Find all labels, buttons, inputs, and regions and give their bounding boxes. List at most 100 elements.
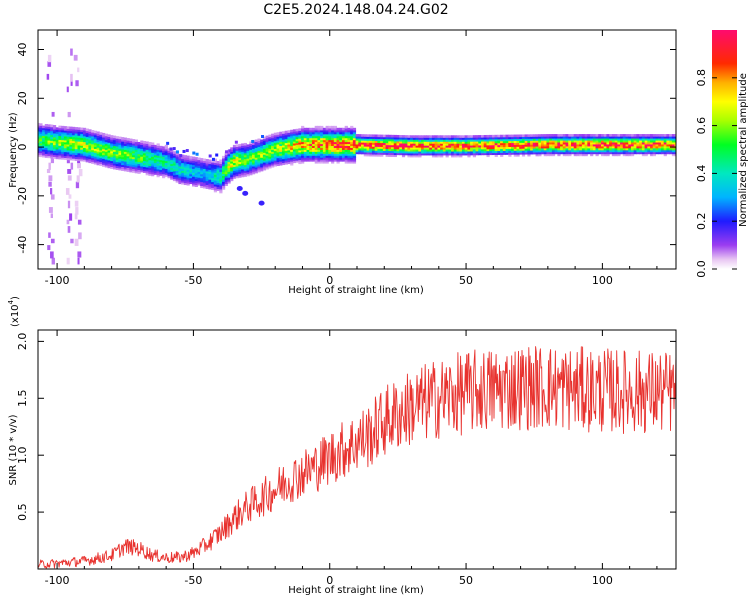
- spectrum-cell: [352, 149, 357, 152]
- spectrum-cell: [652, 141, 656, 145]
- spectrum-cell: [181, 164, 185, 167]
- spectrum-cell: [541, 141, 545, 145]
- spectrum-cell: [137, 145, 141, 149]
- spectrum-cell: [301, 127, 305, 131]
- spectrum-cell: [369, 151, 373, 155]
- spectrum-cell: [448, 148, 452, 152]
- spectrum-cell: [112, 160, 117, 164]
- spectrum-cell: [69, 134, 73, 137]
- spectrum-cell: [183, 168, 188, 172]
- spectrum-cell: [295, 146, 299, 149]
- spectrum-cell: [611, 149, 616, 153]
- spectrum-cell: [639, 143, 643, 147]
- spectrum-cell: [66, 145, 70, 149]
- spectrum-cell: [617, 149, 621, 153]
- spectrum-cell: [331, 125, 335, 129]
- spectrum-cell: [39, 123, 43, 126]
- spectrum-cell: [301, 160, 305, 164]
- spectrum-cell: [620, 139, 624, 143]
- spectrum-cell: [213, 164, 218, 167]
- spectrum-cell: [88, 152, 92, 156]
- spectrum-cell: [306, 141, 310, 145]
- spectrum-cell: [385, 144, 389, 148]
- spectrum-cell: [249, 164, 253, 168]
- spectrum-cell: [211, 171, 215, 175]
- spectrum-cell: [543, 138, 547, 141]
- spectrum-cell: [197, 179, 201, 182]
- spectrum-cell: [181, 156, 185, 160]
- spectrum-cell: [156, 164, 160, 168]
- spectrum-cell: [581, 149, 586, 153]
- spectrum-speckle: [77, 162, 81, 169]
- spectrum-cell: [309, 153, 313, 156]
- spectrum-cell: [622, 145, 626, 149]
- spectrum-cell: [63, 133, 68, 137]
- spectrum-cell: [112, 139, 117, 143]
- spectrum-cell: [614, 137, 618, 141]
- spectrum-cell: [44, 153, 48, 156]
- spectrum-cell: [377, 150, 381, 153]
- spectrum-cell: [164, 152, 168, 156]
- spectrum-cell: [77, 154, 81, 158]
- spectrum-cell: [377, 144, 381, 147]
- spectrum-cell: [325, 149, 329, 152]
- spectrum-cell: [355, 145, 359, 149]
- spectrum-cell: [145, 162, 149, 166]
- spectrum-cell: [311, 145, 316, 148]
- spectrum-cell: [636, 145, 640, 149]
- spectrum-cell: [202, 178, 207, 181]
- spectrum-cell: [516, 144, 520, 147]
- spectrum-cell: [516, 150, 520, 153]
- spectrum-cell: [287, 141, 291, 145]
- spectrum-cell: [232, 150, 237, 154]
- spectrum-cell: [472, 150, 477, 154]
- spectrum-cell: [156, 149, 160, 152]
- spectrum-cell: [58, 139, 62, 142]
- spectrum-cell: [82, 143, 87, 147]
- spectrum-cell: [341, 153, 346, 156]
- spectrum-cell: [213, 172, 218, 175]
- spectrum-cell: [164, 158, 168, 162]
- spectrum-cell: [576, 137, 580, 141]
- spectrum-cell: [508, 144, 512, 147]
- spectrum-cell: [603, 137, 607, 141]
- y-tick-label: 1.5: [16, 390, 29, 408]
- spectrum-cell: [625, 134, 629, 137]
- spectrum-cell: [483, 140, 487, 144]
- spectrum-cell: [134, 139, 138, 143]
- spectrum-cell: [442, 143, 447, 146]
- spectrum-cell: [530, 136, 534, 139]
- spectrum-cell: [347, 151, 351, 154]
- spectrum-cell: [511, 144, 515, 147]
- spectrum-cell: [660, 139, 665, 143]
- spectrum-cell: [88, 146, 92, 150]
- spectrum-cell: [311, 143, 316, 147]
- spectrum-cell: [431, 148, 436, 152]
- spectrum-cell: [639, 141, 643, 145]
- spectrum-cell: [524, 136, 528, 139]
- spectrum-cell: [532, 136, 537, 139]
- spectrum-cell: [123, 137, 128, 141]
- spectrum-cell: [63, 153, 68, 157]
- spectrum-cell: [584, 153, 588, 157]
- spectrum-cell: [374, 138, 378, 141]
- spectrum-cell: [434, 145, 438, 148]
- spectrum-cell: [562, 136, 567, 139]
- spectrum-cell: [172, 160, 177, 164]
- spectrum-cell: [295, 152, 299, 155]
- spectrum-cell: [249, 155, 253, 158]
- spectrum-cell: [486, 154, 490, 158]
- spectrum-cell: [519, 148, 523, 151]
- spectrum-cell: [172, 162, 177, 166]
- spectrum-cell: [344, 141, 348, 145]
- spectrum-cell: [279, 162, 283, 166]
- spectrum-cell: [80, 147, 84, 150]
- spectrum-cell: [295, 136, 299, 140]
- spectrum-cell: [328, 147, 332, 150]
- spectrum-cell: [404, 137, 408, 140]
- spectrum-cell: [284, 140, 288, 144]
- spectrum-cell: [107, 150, 111, 153]
- spectrum-cell: [497, 134, 501, 138]
- spectrum-cell: [666, 141, 670, 145]
- spectrum-cell: [333, 147, 337, 150]
